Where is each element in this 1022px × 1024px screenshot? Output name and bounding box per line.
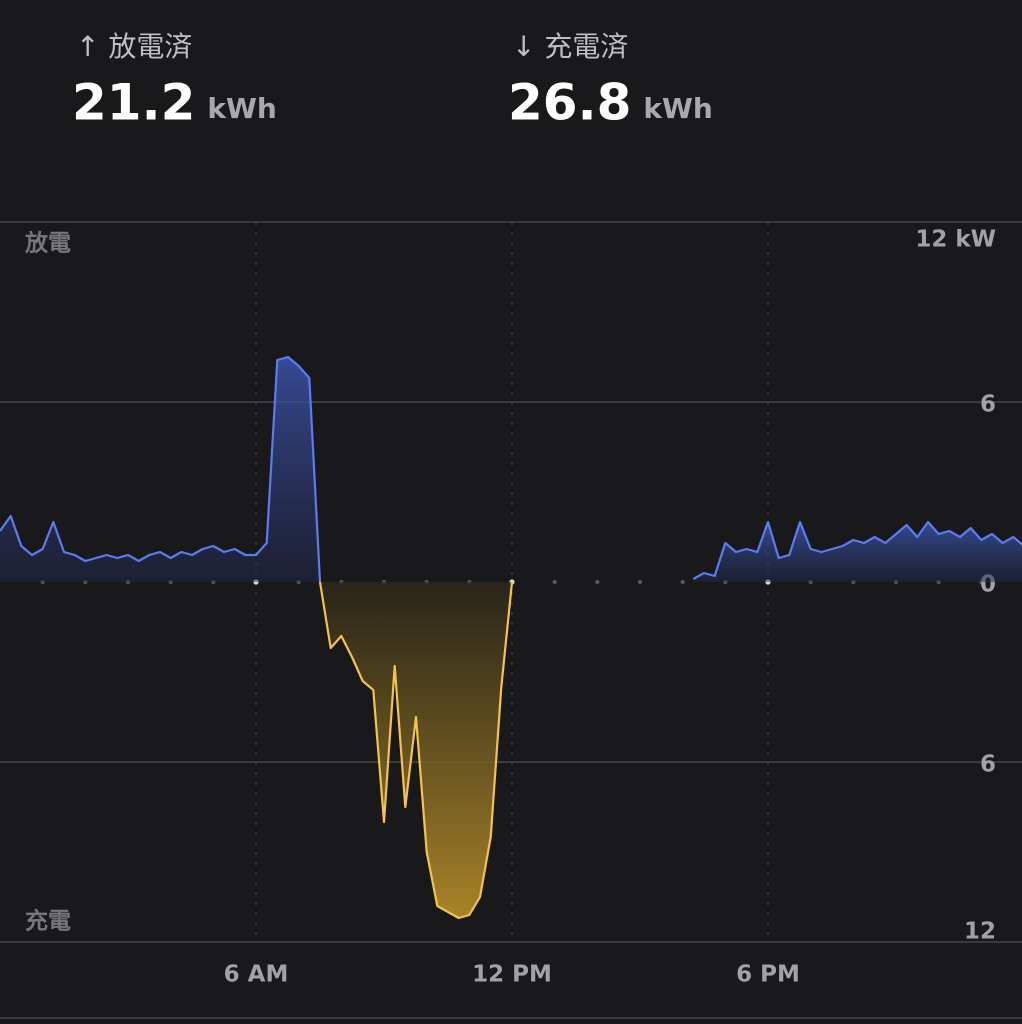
y-axis-label-top: 放電 (24, 230, 71, 257)
y-tick-label: 6 (980, 752, 996, 778)
area-fill (0, 357, 320, 582)
x-tick-label: 6 AM (224, 962, 289, 988)
y-tick-label: 12 (964, 919, 996, 945)
x-tick-label: 6 PM (736, 962, 800, 988)
series-line (0, 355, 322, 583)
zero-dot (638, 580, 642, 584)
y-axis-label-bottom: 充電 (25, 908, 71, 935)
summary-value: 26.8 (508, 74, 631, 132)
x-tick-label: 12 PM (472, 962, 552, 988)
summary-value: 21.2 (72, 74, 195, 132)
zero-dot (552, 580, 557, 584)
summary-label: ↑ 放電済 (76, 30, 192, 63)
summary-unit: kWh (207, 92, 276, 125)
series-line (318, 581, 514, 920)
y-tick-label: 12 kW (915, 227, 996, 253)
zero-dot (595, 580, 600, 584)
zero-dot (680, 580, 685, 584)
summary-label: ↓ 充電済 (512, 30, 628, 63)
summary: ↑ 放電済 21.2 kWh ↓ 充電済 26.8 kWh (72, 30, 713, 132)
y-tick-label: 6 (980, 392, 996, 418)
series-line (692, 520, 1022, 580)
area-fill (320, 582, 512, 918)
area-fill (693, 522, 1022, 582)
summary-unit: kWh (643, 92, 712, 125)
